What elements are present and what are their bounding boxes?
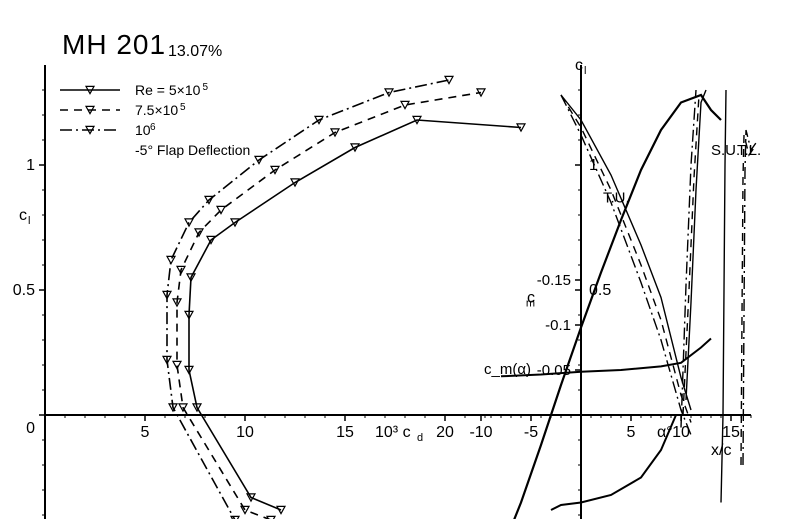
svg-text:-10: -10: [469, 424, 492, 441]
svg-text:0.5: 0.5: [13, 282, 35, 299]
svg-text:7.5×10: 7.5×10: [135, 102, 178, 118]
svg-text:T.L.: T.L.: [737, 142, 761, 159]
svg-text:15: 15: [336, 424, 354, 441]
svg-text:5: 5: [180, 102, 186, 113]
chart-svg: MH 20113.07%Re = 5×1057.5×105106-5° Flap…: [0, 0, 785, 519]
svg-text:15: 15: [722, 424, 740, 441]
svg-text:c: c: [575, 57, 583, 74]
svg-text:S.U.: S.U.: [711, 142, 740, 159]
svg-text:10: 10: [135, 122, 151, 138]
svg-text:Re = 5×10: Re = 5×10: [135, 82, 201, 98]
airfoil-polar-chart: { "title": {"main":"MH 201","sub":"13.07…: [0, 0, 785, 519]
svg-text:6: 6: [150, 122, 156, 133]
svg-text:m: m: [526, 298, 535, 310]
svg-text:MH 201: MH 201: [62, 29, 166, 60]
svg-text:-5: -5: [524, 424, 538, 441]
svg-text:c: c: [19, 207, 27, 224]
svg-text:5: 5: [627, 424, 636, 441]
svg-text:1: 1: [26, 157, 35, 174]
svg-text:d: d: [417, 432, 423, 444]
svg-text:x/c: x/c: [711, 442, 731, 459]
svg-text:10³ c: 10³ c: [375, 424, 411, 441]
svg-text:l: l: [28, 215, 30, 227]
svg-text:-0.15: -0.15: [537, 272, 571, 289]
svg-text:20: 20: [436, 424, 454, 441]
svg-text:10: 10: [236, 424, 254, 441]
svg-text:l: l: [584, 65, 586, 77]
svg-text:-0.1: -0.1: [545, 317, 571, 334]
svg-text:0: 0: [26, 420, 35, 437]
svg-text:T.U.: T.U.: [603, 190, 630, 207]
svg-text:5: 5: [141, 424, 150, 441]
svg-text:5: 5: [203, 82, 209, 93]
svg-text:-5° Flap Deflection: -5° Flap Deflection: [135, 142, 250, 158]
svg-text:13.07%: 13.07%: [168, 43, 222, 60]
